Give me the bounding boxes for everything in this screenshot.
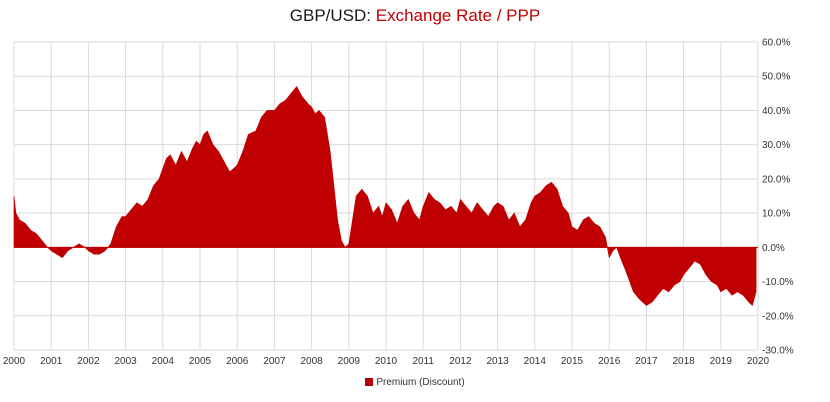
chart-title-main: Exchange Rate / PPP xyxy=(375,6,541,25)
x-tick-label: 2010 xyxy=(375,356,398,367)
series-area-premium-discount xyxy=(13,85,757,307)
x-tick-label: 2014 xyxy=(524,356,547,367)
y-tick-label: -30.0% xyxy=(762,346,794,357)
x-tick-label: 2015 xyxy=(561,356,584,367)
legend: Premium (Discount) xyxy=(0,377,830,388)
x-tick-label: 2004 xyxy=(152,356,175,367)
y-tick-label: 40.0% xyxy=(762,106,790,117)
x-tick-label: 2016 xyxy=(598,356,621,367)
x-tick-label: 2018 xyxy=(672,356,695,367)
x-tick-label: 2003 xyxy=(114,356,137,367)
chart-title: GBP/USD: Exchange Rate / PPP xyxy=(0,6,830,26)
x-tick-label: 2009 xyxy=(338,356,361,367)
y-tick-label: 20.0% xyxy=(762,174,790,185)
x-tick-label: 2008 xyxy=(300,356,323,367)
x-tick-label: 2019 xyxy=(710,356,733,367)
y-tick-label: 10.0% xyxy=(762,209,790,220)
legend-label: Premium (Discount) xyxy=(376,377,465,388)
x-tick-label: 2011 xyxy=(412,356,434,367)
x-tick-label: 2012 xyxy=(449,356,472,367)
x-tick-label: 2000 xyxy=(3,356,26,367)
y-tick-label: 60.0% xyxy=(762,38,790,49)
x-tick-label: 2006 xyxy=(226,356,249,367)
x-tick-label: 2005 xyxy=(189,356,212,367)
x-tick-label: 2002 xyxy=(77,356,100,367)
y-tick-label: 30.0% xyxy=(762,140,790,151)
y-tick-label: -10.0% xyxy=(762,277,794,288)
legend-swatch xyxy=(365,378,374,386)
x-tick-label: 2017 xyxy=(635,356,658,367)
chart-title-prefix: GBP/USD: xyxy=(289,6,372,25)
y-tick-label: 50.0% xyxy=(762,72,790,83)
x-tick-label: 2020 xyxy=(747,356,770,367)
x-tick-label: 2013 xyxy=(486,356,509,367)
x-tick-label: 2007 xyxy=(263,356,286,367)
y-tick-label: 0.0% xyxy=(762,243,785,254)
x-tick-label: 2001 xyxy=(40,356,63,367)
y-tick-label: -20.0% xyxy=(762,311,794,322)
